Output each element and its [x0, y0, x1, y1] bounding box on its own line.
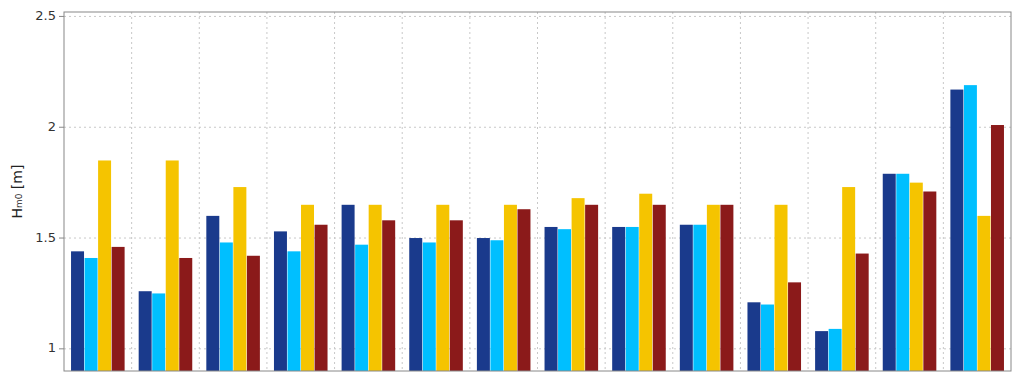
bar [693, 225, 706, 371]
bar [139, 291, 152, 371]
bar [883, 174, 896, 371]
bar [315, 225, 328, 371]
bar [517, 209, 530, 371]
bar [355, 245, 368, 371]
bar [991, 125, 1004, 371]
bar [206, 216, 219, 371]
bar [815, 331, 828, 371]
bar [896, 174, 909, 371]
bar [950, 90, 963, 371]
bar [653, 205, 666, 371]
y-tick [59, 238, 64, 239]
bar [477, 238, 490, 371]
bar [247, 256, 260, 371]
y-tick [59, 348, 64, 349]
y-tick-label: 2 [48, 119, 56, 134]
bar [964, 85, 977, 371]
bar [910, 183, 923, 371]
bar [504, 205, 517, 371]
y-tick [59, 127, 64, 128]
series [71, 90, 963, 371]
group-separator [672, 12, 673, 371]
bar [720, 205, 733, 371]
bar [423, 242, 436, 371]
bar [747, 302, 760, 371]
group-separator [537, 12, 538, 371]
series [98, 160, 990, 371]
group-separator [808, 12, 809, 371]
bar [572, 198, 585, 371]
bar [301, 205, 314, 371]
bar [977, 216, 990, 371]
group-separator [131, 12, 132, 371]
y-tick [59, 16, 64, 17]
group-separator [605, 12, 606, 371]
bar [287, 251, 300, 371]
bar [856, 254, 869, 371]
plot-frame [64, 12, 1011, 371]
bar [152, 293, 165, 371]
bar [342, 205, 355, 371]
bar [585, 205, 598, 371]
group-separator [266, 12, 267, 371]
bar [450, 220, 463, 371]
bar [612, 227, 625, 371]
series [112, 125, 1004, 371]
bar [166, 160, 179, 371]
grid [64, 12, 1011, 371]
bar [85, 258, 98, 371]
bar [220, 242, 233, 371]
bar [639, 194, 652, 371]
bar [680, 225, 693, 371]
bar [829, 329, 842, 371]
group-separator [334, 12, 335, 371]
y-tick-label: 1.5 [35, 230, 56, 245]
bar [842, 187, 855, 371]
bar [112, 247, 125, 371]
bar [775, 205, 788, 371]
group-separator [402, 12, 403, 371]
bar [761, 305, 774, 371]
bar [382, 220, 395, 371]
bar [98, 160, 111, 371]
group-separator [875, 12, 876, 371]
bar [369, 205, 382, 371]
bar [436, 205, 449, 371]
bar [490, 240, 503, 371]
series [85, 85, 977, 371]
bar [707, 205, 720, 371]
grid-line [64, 16, 1011, 17]
group-separator [199, 12, 200, 371]
bar [558, 229, 571, 371]
group-separator [469, 12, 470, 371]
y-tick-label: 1 [48, 340, 56, 355]
group-separator [740, 12, 741, 371]
bar [409, 238, 422, 371]
bar [179, 258, 192, 371]
y-axis: 1 1.5 2 2.5 [35, 8, 64, 355]
y-tick-label: 2.5 [35, 8, 56, 23]
bar [923, 192, 936, 372]
bar [545, 227, 558, 371]
bar [71, 251, 84, 371]
plot-area [64, 12, 1011, 371]
y-axis-label: Hₘ₀ [m] [9, 165, 25, 219]
bar [788, 282, 801, 371]
bars [71, 85, 1004, 371]
bar [274, 231, 287, 371]
bar [626, 227, 639, 371]
group-separator [943, 12, 944, 371]
bar [233, 187, 246, 371]
chart: 1 1.5 2 2.5 Hₘ₀ [m] [0, 0, 1023, 385]
